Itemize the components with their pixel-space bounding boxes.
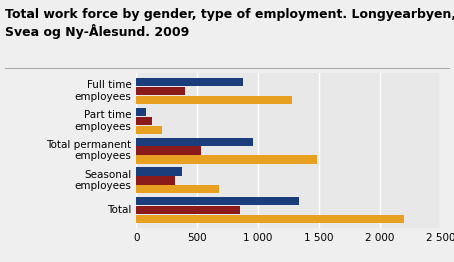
Bar [136,185,219,193]
Bar [136,126,162,134]
Bar [136,138,253,146]
Text: Total work force by gender, type of employment. Longyearbyen,
Svea og Ny-Ålesund: Total work force by gender, type of empl… [5,8,454,40]
Bar [136,96,292,104]
Bar [136,206,240,214]
Legend: Male, Female, Total: Male, Female, Total [178,261,368,262]
Bar [136,176,175,184]
Bar [136,197,299,205]
Bar [136,167,183,176]
Bar [136,87,185,95]
Bar [136,146,201,155]
Bar [136,155,317,164]
Bar [136,108,146,116]
Bar [136,215,404,223]
Bar [136,117,152,125]
Bar [136,78,243,86]
